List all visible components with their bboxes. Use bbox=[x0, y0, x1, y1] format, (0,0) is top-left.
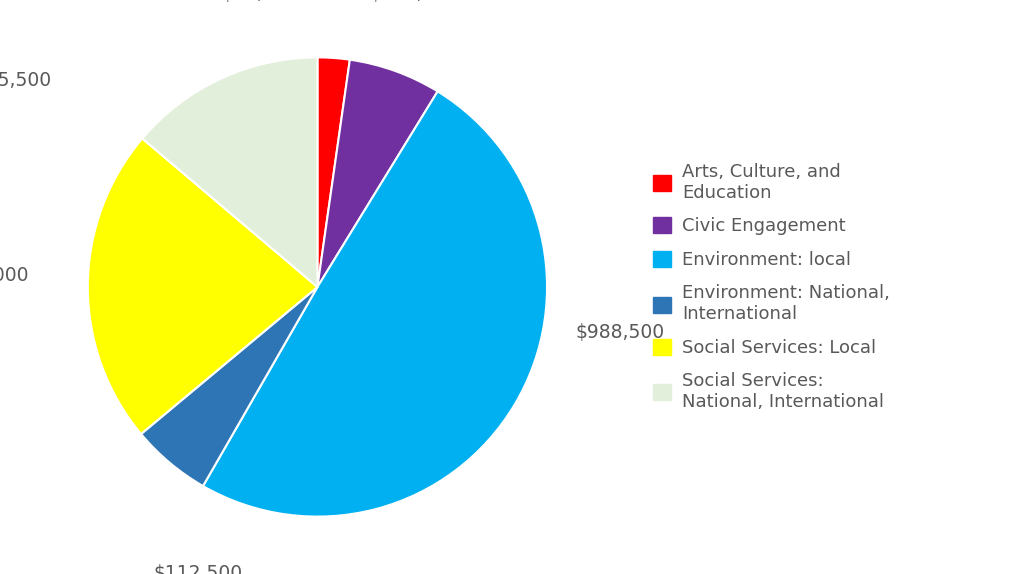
Wedge shape bbox=[142, 57, 317, 287]
Text: $112,500: $112,500 bbox=[154, 564, 243, 574]
Text: $444,000: $444,000 bbox=[0, 266, 30, 285]
Text: $988,500: $988,500 bbox=[575, 323, 665, 343]
Wedge shape bbox=[317, 60, 437, 287]
Text: $45,000: $45,000 bbox=[221, 0, 299, 3]
Wedge shape bbox=[317, 57, 350, 287]
Wedge shape bbox=[203, 91, 547, 517]
Text: $130,000: $130,000 bbox=[370, 0, 459, 3]
Text: $275,500: $275,500 bbox=[0, 71, 52, 90]
Legend: Arts, Culture, and
Education, Civic Engagement, Environment: local, Environment:: Arts, Culture, and Education, Civic Enga… bbox=[644, 154, 899, 420]
Wedge shape bbox=[88, 138, 317, 434]
Wedge shape bbox=[141, 287, 317, 486]
